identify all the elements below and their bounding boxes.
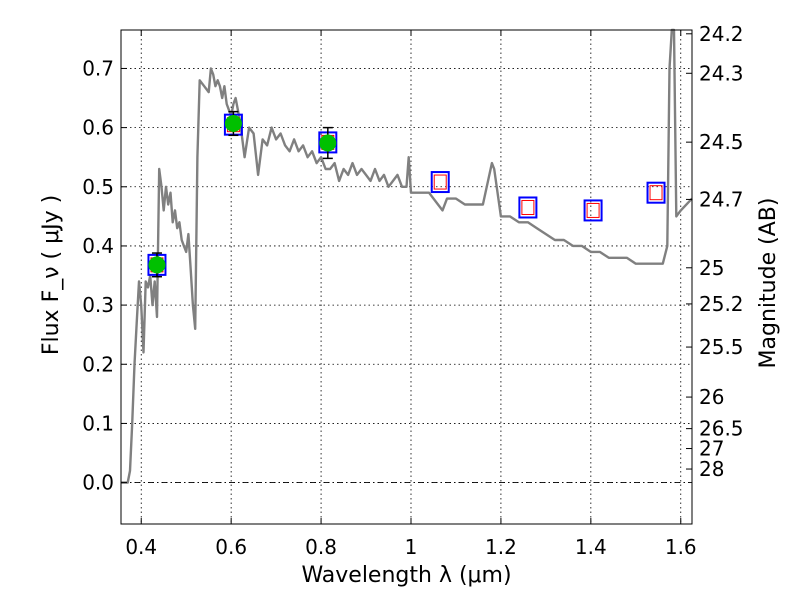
right-axis-label: Magnitude (AB) [756,198,781,369]
y-tick-label: 0.4 [82,234,114,258]
right-tick-label: 25 [699,256,724,280]
right-tick-label: 25.2 [699,292,744,316]
x-tick-label: 1 [405,535,418,559]
x-tick-label: 1.2 [485,535,517,559]
grid-lines [121,30,692,524]
x-tick-label: 1.6 [665,535,697,559]
right-tick-label: 25.5 [699,335,744,359]
y-tick-label: 0.3 [82,293,114,317]
right-tick-label: 24.3 [699,61,744,85]
x-tick-label: 0.4 [125,535,157,559]
x-tick-label: 0.8 [305,535,337,559]
x-tick-label: 0.6 [215,535,247,559]
y-tick-label: 0.1 [82,411,114,435]
right-tick-label: 24.7 [699,187,744,211]
plot-frame [120,29,693,525]
y-axis-label: Flux F_ν ( μJy ) [39,195,64,355]
axis-ticks [121,30,692,524]
x-axis-label: Wavelength λ (μm) [301,563,511,588]
model-flux-marker [521,199,535,215]
model-sed-line [121,28,693,484]
tick-labels: 0.4 0.6 0.8 1 1.2 1.4 1.6 0.0 0.1 0.2 0.3 0.4 0.5 0.6… [82,22,743,559]
y-tick-label: 0.7 [82,56,114,80]
right-tick-label: 24.5 [699,130,744,154]
photometry-points [147,110,666,278]
model-flux-marker [586,202,600,218]
right-tick-label: 26 [699,385,724,409]
band-box-marker [518,196,538,219]
band-box-marker [583,199,603,222]
right-tick-label: 26.5 [699,417,744,441]
band-box-marker [430,171,450,194]
band-box-marker [646,181,666,204]
observed-flux-point [148,256,166,274]
right-tick-label: 28 [699,457,724,481]
right-tick-label: 24.2 [699,22,744,46]
model-flux-marker [649,185,663,201]
model-flux-marker [433,174,447,190]
observed-flux-point [224,114,242,132]
right-tick-label: 27 [699,437,724,461]
y-tick-label: 0.5 [82,175,114,199]
observed-flux-point [319,134,337,152]
y-tick-label: 0.6 [82,116,114,140]
y-tick-label: 0.0 [82,471,114,495]
x-tick-label: 1.4 [575,535,607,559]
y-tick-label: 0.2 [82,352,114,376]
